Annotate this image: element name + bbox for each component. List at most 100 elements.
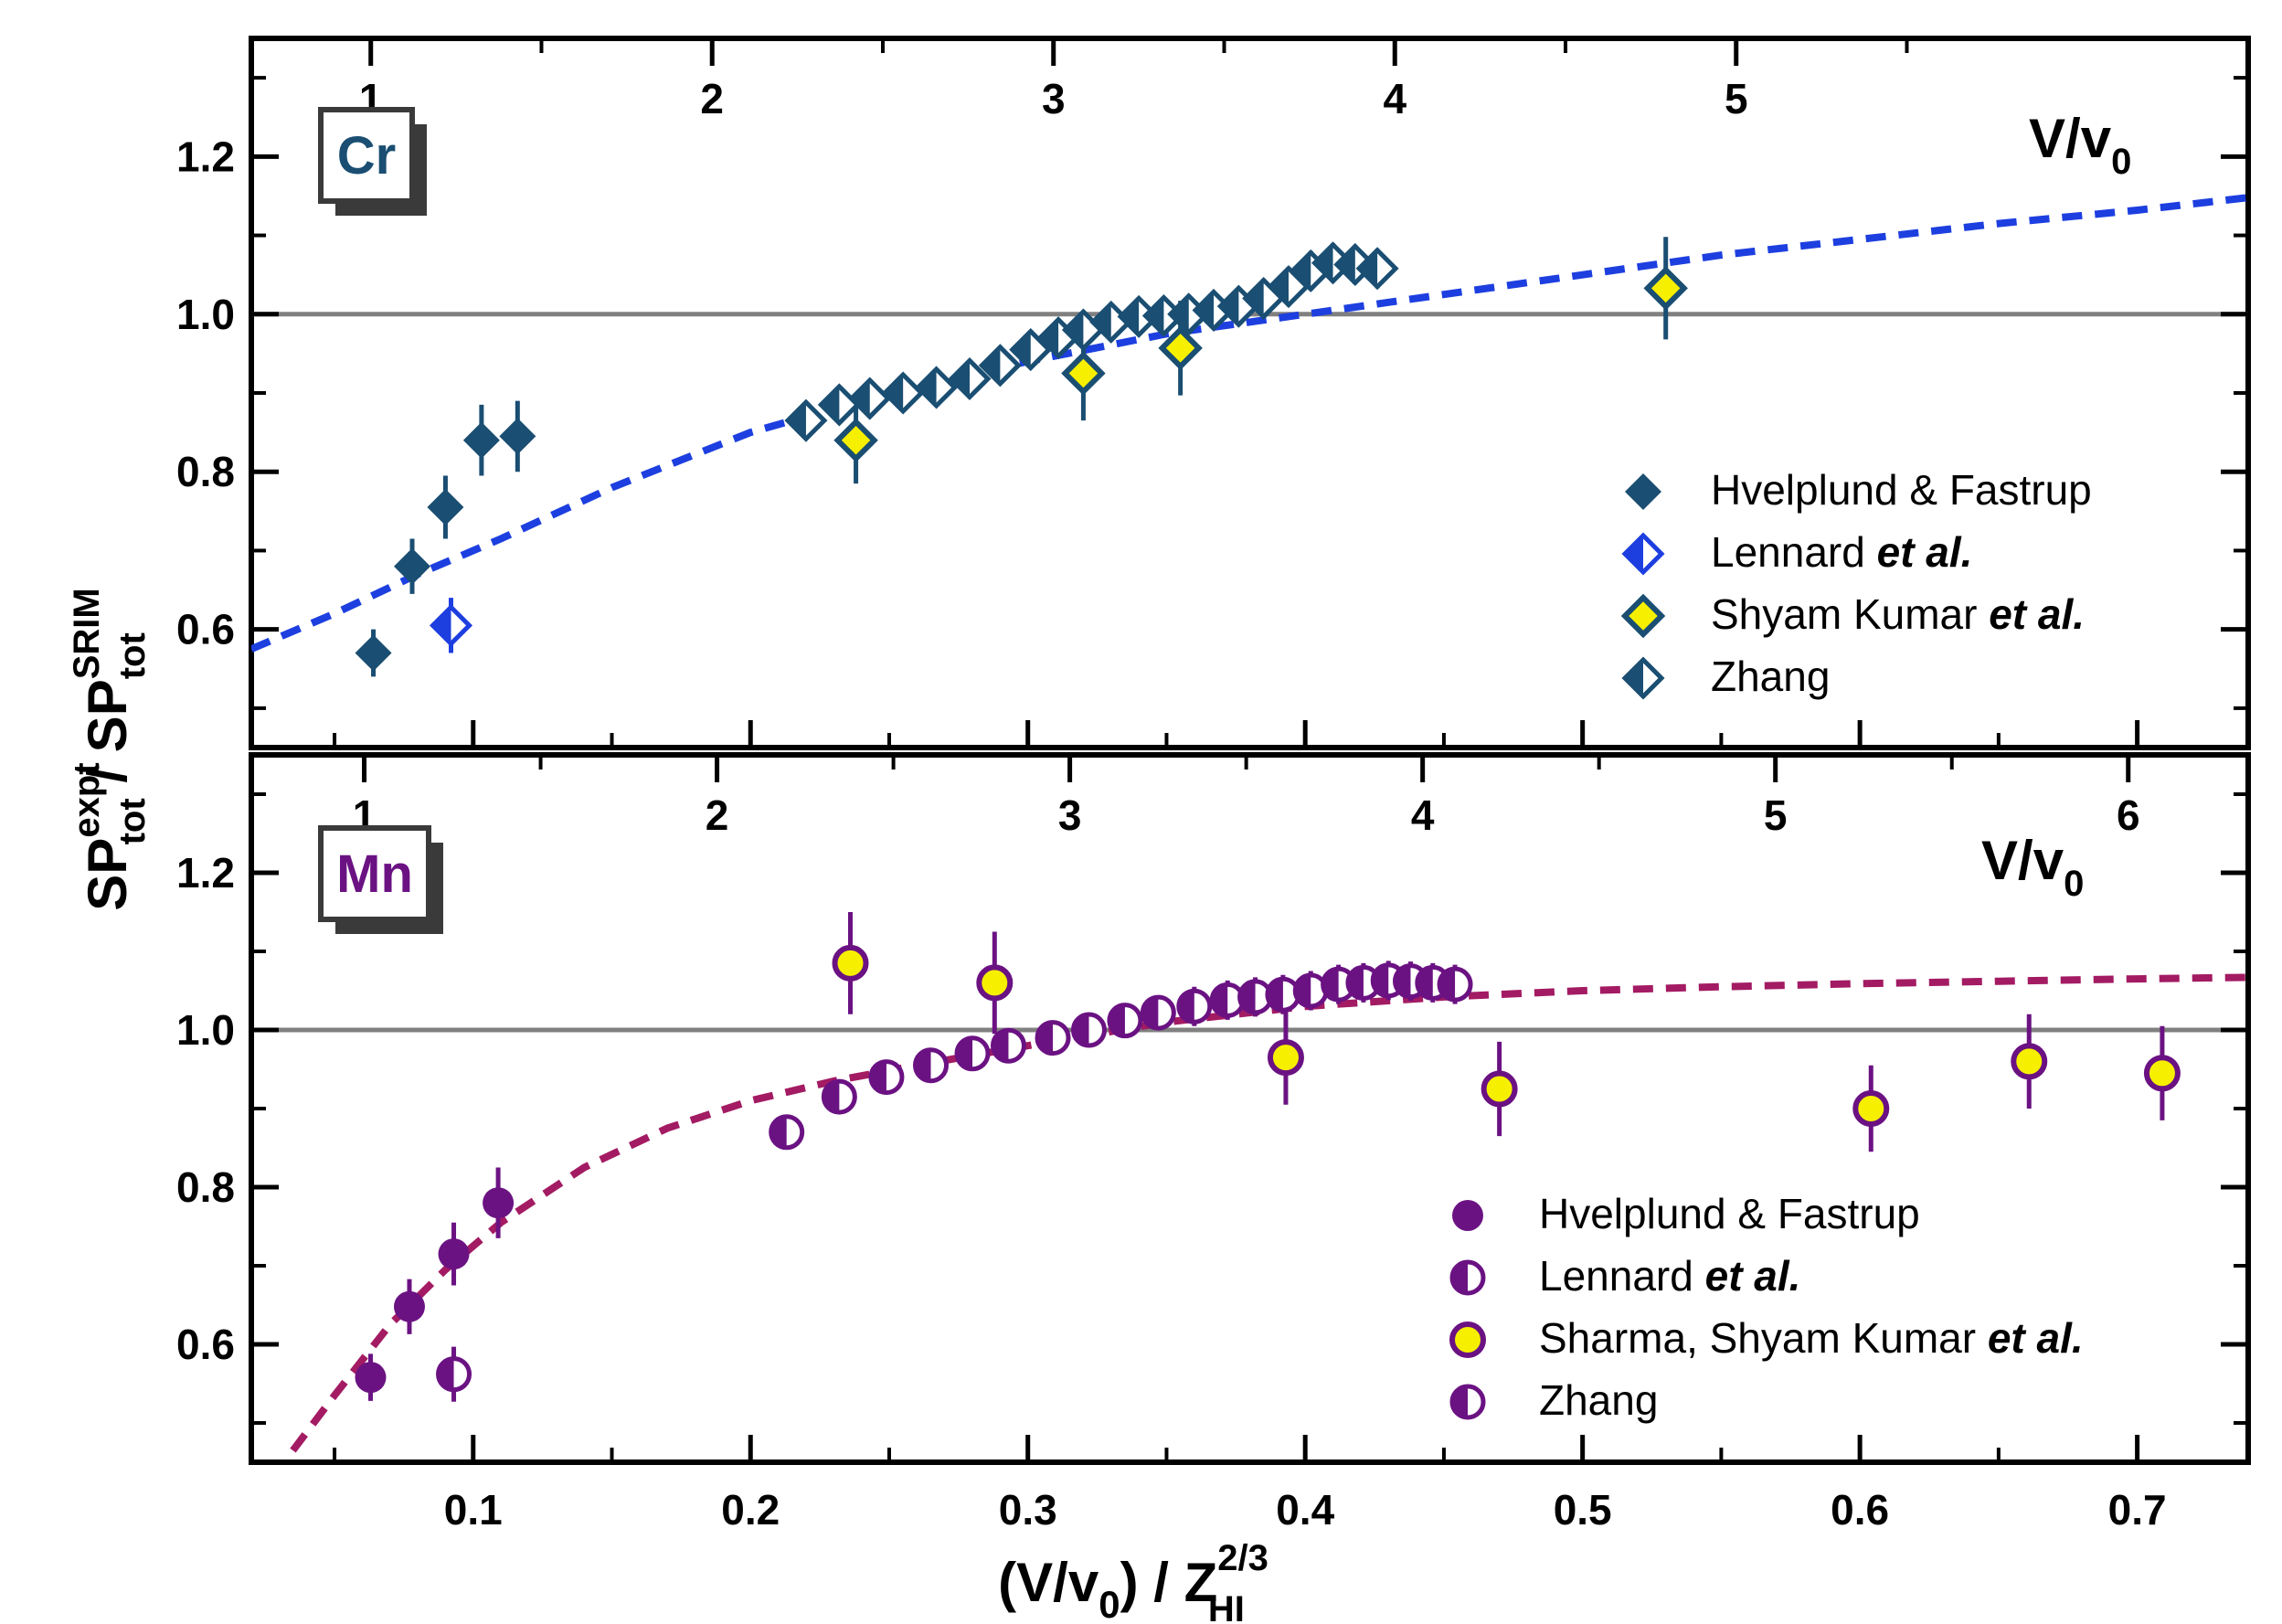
zhang-marker-fill	[982, 346, 1001, 384]
zhang-marker-fill	[1359, 249, 1378, 287]
zhang-marker-fill	[1073, 1014, 1089, 1046]
hvelplund-marker	[499, 418, 536, 455]
series-lennard-et-al-	[436, 1346, 472, 1402]
mn-legend: Hvelplund & Fastrup Lennard et al. Sharma,…	[1449, 1190, 2084, 1424]
lennard-marker-fill	[432, 607, 451, 644]
legend-entry: Hvelplund & Fastrup	[1711, 466, 2092, 514]
y-tick-label: 0.6	[176, 606, 235, 653]
zhang-marker-fill	[1212, 984, 1228, 1016]
mn-label-box: Mn	[318, 825, 443, 934]
hvelplund-marker	[355, 634, 392, 672]
hvelplund-marker	[427, 489, 464, 526]
top-axis-tick-label: 4	[1411, 791, 1435, 839]
top-axis-tick-label: 3	[1058, 791, 1082, 839]
x-tick-label: 0.7	[2108, 1486, 2167, 1534]
x-axis-title: (V/v0) / Z2/3 HI	[998, 1538, 1268, 1624]
x-tick-label: 0.6	[1831, 1486, 1889, 1534]
zhang-marker-fill	[957, 1037, 973, 1069]
mn-top-axis-title: V/v0	[1981, 830, 2084, 904]
zhang-marker-fill	[1267, 979, 1283, 1011]
zhang-marker-fill	[1178, 991, 1194, 1023]
zhang-marker-fill	[1040, 319, 1059, 356]
zhang-marker-fill	[992, 1030, 1009, 1062]
zhang-marker-fill	[1395, 965, 1411, 997]
series-sharma-shyam-kumar-et-al-	[832, 912, 2181, 1152]
series-hvelplund-fastrup	[355, 400, 536, 677]
zhang-marker-fill	[1120, 298, 1140, 335]
zhang-marker-fill	[1239, 981, 1256, 1013]
cr-top-axis-title: V/v0	[2029, 108, 2131, 182]
legend-entry: Sharma, Shyam Kumar et al.	[1539, 1314, 2084, 1362]
top-axis-tick-label: 2	[700, 75, 724, 122]
x-tick-label: 0.4	[1276, 1486, 1334, 1534]
mn-panel: 0.60.81.01.21 2 3 4 5 60.1 0.2 0.3 0.4 0.5 0.6 0.7	[176, 755, 2248, 1534]
zhang-marker-fill	[1065, 312, 1084, 349]
zhang-marker-fill	[915, 1049, 931, 1081]
panel-frame	[249, 36, 2251, 750]
zhang-marker-fill	[950, 360, 970, 398]
zhang-marker-fill	[918, 368, 937, 406]
hvelplund-marker	[394, 547, 431, 585]
series-lennard-et-al-	[429, 598, 473, 653]
sharma-marker	[1481, 1070, 1518, 1108]
legend-entry: Hvelplund & Fastrup	[1539, 1190, 1920, 1237]
legend-entry: Lennard et al.	[1539, 1252, 1800, 1300]
y-tick-label: 1.0	[176, 291, 235, 338]
lennard-marker-fill	[438, 1358, 454, 1390]
sharma-marker	[976, 964, 1014, 1002]
legend-entry: Lennard et al.	[1711, 528, 1972, 576]
zhang-marker-fill	[870, 1061, 886, 1093]
x-tick-label: 0.5	[1554, 1486, 1612, 1534]
zhang-marker-fill	[1145, 297, 1164, 334]
y-tick-label: 1.0	[176, 1006, 235, 1054]
sharma-marker	[2011, 1043, 2048, 1080]
hvelplund-marker	[438, 1238, 470, 1270]
x-tick-label: 0.2	[721, 1486, 780, 1534]
cr-label-box: Cr	[318, 107, 427, 216]
zhang-marker-fill	[851, 380, 870, 418]
top-axis-tick-label: 3	[1042, 75, 1066, 122]
hvelplund-marker	[1452, 1200, 1483, 1231]
zhang-marker-fill	[1295, 975, 1311, 1006]
panel-frames	[249, 36, 2251, 1465]
zhang-marker-fill	[823, 1081, 840, 1113]
x-tick-label: 0.3	[999, 1486, 1057, 1534]
y-axis-title: SPexpt tot / SPSRIM tot	[67, 588, 153, 910]
zhang-marker-fill	[1439, 969, 1456, 1001]
zhang-marker-fill	[1336, 246, 1355, 283]
zhang-marker-fill	[1417, 967, 1433, 999]
y-tick-label: 0.8	[176, 1163, 235, 1211]
hvelplund-marker	[462, 421, 500, 459]
top-axis-tick-label: 2	[706, 791, 729, 839]
fit-curve	[251, 194, 2248, 653]
y-tick-label: 0.6	[176, 1321, 235, 1368]
lennard-marker-fill	[1625, 536, 1643, 572]
top-axis-tick-label: 4	[1383, 75, 1406, 122]
mn-element-label: Mn	[336, 844, 413, 904]
top-axis-tick-label: 6	[2117, 791, 2140, 839]
zhang-marker-fill	[1292, 252, 1311, 290]
top-axis-tick-label: 5	[1725, 75, 1748, 122]
series-zhang	[784, 241, 1399, 442]
zhang-marker-fill	[885, 375, 904, 411]
shyam-marker	[1643, 266, 1688, 311]
zhang-marker-fill	[1195, 292, 1215, 329]
zhang-marker-fill	[1269, 268, 1289, 305]
zhang-marker-fill	[770, 1116, 787, 1148]
zhang-marker-fill	[787, 402, 806, 440]
series-hvelplund-fastrup	[355, 1167, 515, 1401]
legend-entry: Zhang	[1539, 1376, 1658, 1424]
x-tick-label: 0.1	[444, 1486, 503, 1534]
hvelplund-marker	[355, 1362, 387, 1394]
hvelplund-marker	[393, 1290, 425, 1322]
zhang-marker-fill	[1012, 331, 1031, 368]
shyam-marker	[1061, 351, 1106, 396]
y-tick-label: 0.8	[176, 448, 235, 495]
sharma-marker	[2143, 1055, 2181, 1092]
lennard-marker-fill	[1452, 1262, 1468, 1293]
series-shyam-kumar-et-al-	[833, 237, 1688, 484]
cr-legend: Hvelplund & Fastrup Lennard et al. Shyam K…	[1620, 466, 2092, 700]
zhang-marker-fill	[821, 386, 840, 423]
sharma-marker	[832, 944, 869, 982]
